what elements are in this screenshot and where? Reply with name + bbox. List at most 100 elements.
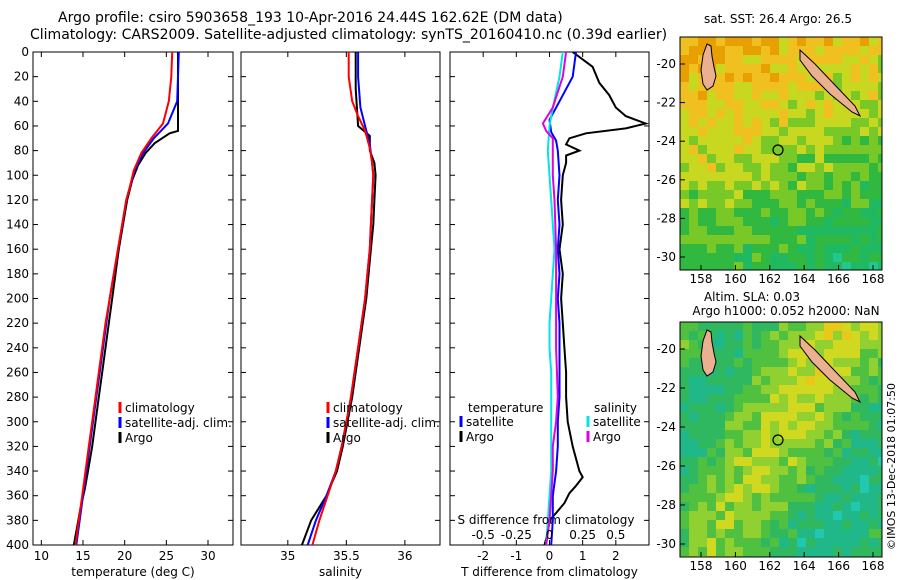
map-cell: [869, 208, 878, 217]
map-cell: [806, 82, 815, 91]
map-cell: [842, 340, 851, 349]
map-cell: [707, 208, 716, 217]
map-y-label: -20: [656, 57, 676, 71]
map-cell: [689, 91, 698, 100]
map-cell: [842, 376, 851, 385]
map-cell: [680, 448, 689, 457]
map-cell: [878, 163, 882, 172]
map-cell: [860, 520, 869, 529]
y-tick-label: 360: [6, 489, 29, 503]
map-cell: [878, 484, 882, 493]
map-cell: [869, 475, 878, 484]
map-cell: [806, 154, 815, 163]
map-cell: [716, 529, 725, 538]
map-cell: [860, 466, 869, 475]
map-cell: [806, 475, 815, 484]
map-cell: [860, 73, 869, 82]
map-cell: [842, 322, 851, 331]
map-cell: [824, 538, 833, 547]
map-cell: [725, 217, 734, 226]
map-cell: [698, 109, 707, 118]
map-cell: [725, 109, 734, 118]
map-cell: [770, 37, 779, 46]
x-tick-label: -2: [477, 549, 489, 563]
map-cell: [707, 511, 716, 520]
sla-profile-marker: [772, 434, 784, 446]
map-cell: [707, 127, 716, 136]
map-cell: [869, 520, 878, 529]
map-y-label: -22: [656, 381, 676, 395]
map-x-label: 164: [793, 559, 816, 573]
map-cell: [860, 340, 869, 349]
map-cell: [707, 547, 716, 556]
map-cell: [716, 412, 725, 421]
map-cell: [824, 46, 833, 55]
map-cell: [680, 376, 689, 385]
map-cell: [815, 547, 824, 556]
map-cell: [806, 109, 815, 118]
map-cell: [698, 82, 707, 91]
legend-label: Argo: [333, 431, 361, 445]
map-cell: [833, 154, 842, 163]
map-cell: [689, 127, 698, 136]
temperature-panel: 0 20 40 60 80 100 120 140 160 180 200 220 240 260 280 3…: [6, 45, 234, 579]
map-cell: [869, 172, 878, 181]
map-cell: [869, 385, 878, 394]
map-cell: [707, 448, 716, 457]
map-cell: [788, 511, 797, 520]
map-cell: [743, 358, 752, 367]
map-cell: [860, 421, 869, 430]
map-cell: [878, 520, 882, 529]
map-cell: [779, 511, 788, 520]
map-cell: [707, 502, 716, 511]
map-cell: [680, 190, 689, 199]
map-cell: [752, 37, 761, 46]
map-cell: [851, 244, 860, 253]
map-cell: [743, 163, 752, 172]
map-cell: [779, 91, 788, 100]
map-cell: [815, 421, 824, 430]
map-cell: [806, 226, 815, 235]
map-cell: [833, 430, 842, 439]
map-y-label: -28: [656, 211, 676, 225]
map-cell: [860, 385, 869, 394]
map-cell: [707, 145, 716, 154]
map-cell: [824, 394, 833, 403]
map-cell: [689, 421, 698, 430]
map-cell: [788, 358, 797, 367]
map-cell: [743, 367, 752, 376]
map-cell: [698, 154, 707, 163]
map-cell: [860, 457, 869, 466]
map-cell: [743, 73, 752, 82]
map-cell: [725, 118, 734, 127]
map-cell: [860, 448, 869, 457]
map-y-label: -24: [656, 420, 676, 434]
map-cell: [680, 475, 689, 484]
s-diff-label: S difference from climatology: [458, 513, 635, 527]
map-cell: [752, 340, 761, 349]
map-cell: [851, 331, 860, 340]
map-cell: [797, 181, 806, 190]
map-x-label: 166: [827, 559, 850, 573]
map-cell: [851, 226, 860, 235]
map-cell: [869, 55, 878, 64]
map-cell: [806, 73, 815, 82]
map-cell: [806, 439, 815, 448]
map-cell: [725, 538, 734, 547]
map-cell: [842, 349, 851, 358]
map-cell: [833, 226, 842, 235]
map-cell: [860, 253, 869, 262]
y-tick-label: 340: [6, 464, 29, 478]
map-cell: [851, 538, 860, 547]
map-cell: [869, 538, 878, 547]
map-cell: [743, 448, 752, 457]
map-cell: [770, 349, 779, 358]
map-cell: [878, 64, 882, 73]
series-line: [548, 51, 577, 546]
map-cell: [761, 163, 770, 172]
map-cell: [779, 262, 788, 270]
map-cell: [833, 529, 842, 538]
map-cell: [815, 55, 824, 64]
legend-label: Argo: [593, 430, 621, 444]
map-cell: [860, 82, 869, 91]
